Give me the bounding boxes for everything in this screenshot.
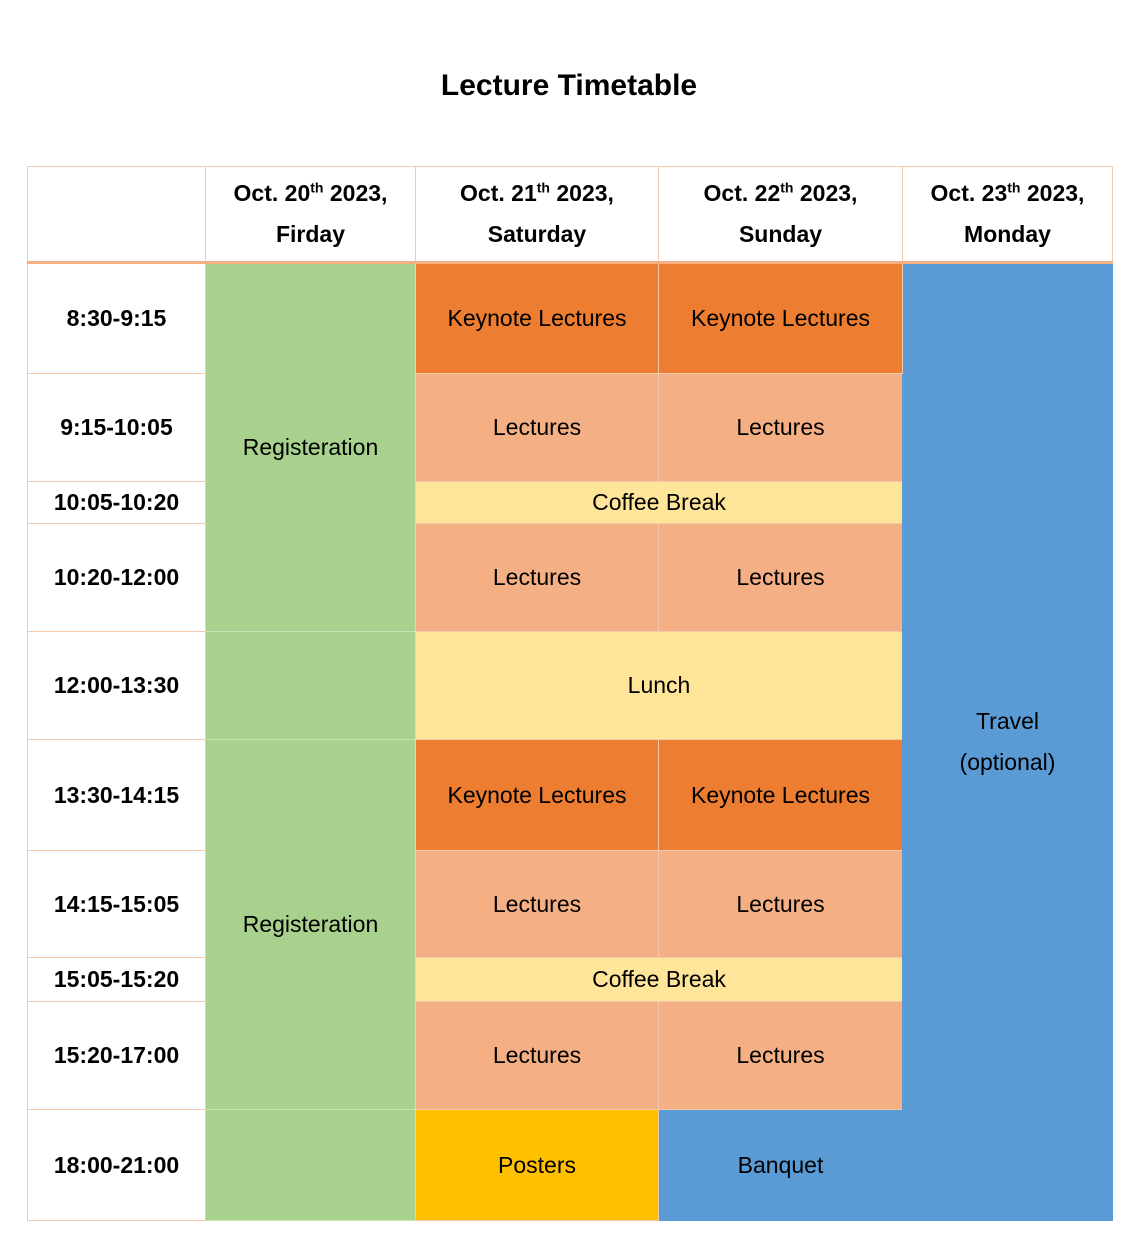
keynote-lectures-cell: Keynote Lectures: [415, 262, 659, 374]
day-weekday: Saturday: [487, 221, 587, 247]
day-year: 2023,: [549, 180, 614, 206]
header-row: Oct. 20th 2023, Firday Oct. 21th 2023, S…: [27, 166, 1113, 264]
day-weekday: Firday: [275, 221, 346, 247]
day-date: Oct. 21: [460, 180, 537, 206]
travel-note: (optional): [959, 749, 1056, 775]
day-weekday: Monday: [964, 221, 1051, 247]
day-header-monday: Oct. 23th 2023, Monday: [902, 166, 1113, 264]
keynote-lectures-cell: Keynote Lectures: [658, 262, 903, 374]
day-year: 2023,: [793, 180, 858, 206]
day-date-suffix: th: [780, 179, 794, 196]
registration-empty-cell: [205, 631, 416, 740]
lectures-cell: Lectures: [415, 1001, 659, 1110]
day-year: 2023,: [1020, 180, 1085, 206]
table-row: 8:30-9:15 Registeration Keynote Lectures…: [27, 262, 1113, 1221]
lectures-cell: Lectures: [658, 1001, 903, 1110]
keynote-lectures-cell: Keynote Lectures: [415, 739, 659, 851]
coffee-break-cell: Coffee Break: [415, 481, 903, 524]
day-date: Oct. 22: [703, 180, 781, 206]
lectures-cell: Lectures: [658, 850, 903, 958]
time-slot: 9:15-10:05: [27, 373, 206, 482]
travel-optional-cell: Travel (optional): [902, 262, 1113, 1221]
lunch-cell: Lunch: [415, 631, 903, 740]
day-date-suffix: th: [1007, 179, 1021, 196]
table-row: 15:20-17:00 Lectures Lectures: [27, 1001, 1113, 1110]
table-row: 10:05-10:20 Coffee Break: [27, 481, 1113, 524]
time-slot: 12:00-13:30: [27, 631, 206, 740]
table-row: 15:05-15:20 Coffee Break: [27, 957, 1113, 1002]
banquet-cell: Banquet: [658, 1109, 903, 1221]
time-slot: 10:20-12:00: [27, 523, 206, 632]
day-date: Oct. 23: [930, 180, 1008, 206]
registration-empty-cell: [205, 1109, 416, 1221]
day-date-suffix: th: [310, 179, 324, 196]
day-weekday: Sunday: [738, 221, 823, 247]
registration-afternoon: Registeration: [205, 739, 416, 1110]
page-title: Lecture Timetable: [440, 69, 698, 102]
lectures-cell: Lectures: [415, 850, 659, 958]
lectures-cell: Lectures: [658, 373, 903, 482]
time-slot: 15:05-15:20: [27, 957, 206, 1002]
time-slot: 15:20-17:00: [27, 1001, 206, 1110]
day-header-friday: Oct. 20th 2023, Firday: [205, 166, 416, 264]
time-slot: 14:15-15:05: [27, 850, 206, 958]
table-row: 9:15-10:05 Lectures Lectures: [27, 373, 1113, 482]
table-row: 12:00-13:30 Lunch: [27, 631, 1113, 740]
day-header-sunday: Oct. 22th 2023, Sunday: [658, 166, 903, 264]
day-header-saturday: Oct. 21th 2023, Saturday: [415, 166, 659, 264]
day-year: 2023,: [323, 180, 388, 206]
table-row: 13:30-14:15 Registeration Keynote Lectur…: [27, 739, 1113, 1110]
time-slot: 10:05-10:20: [27, 481, 206, 524]
keynote-lectures-cell: Keynote Lectures: [658, 739, 903, 851]
day-date: Oct. 20: [233, 180, 311, 206]
time-slot: 18:00-21:00: [27, 1109, 206, 1221]
posters-cell: Posters: [415, 1109, 659, 1221]
time-slot: 8:30-9:15: [27, 262, 206, 374]
table-row: 10:20-12:00 Lectures Lectures: [27, 523, 1113, 632]
registration-morning: Registeration: [205, 262, 416, 632]
lectures-cell: Lectures: [415, 373, 659, 482]
table-row: 14:15-15:05 Lectures Lectures: [27, 850, 1113, 958]
lectures-cell: Lectures: [415, 523, 659, 632]
day-date-suffix: th: [536, 179, 550, 196]
table-row: 18:00-21:00 Posters Banquet: [27, 1109, 1113, 1221]
lectures-cell: Lectures: [658, 523, 903, 632]
coffee-break-cell: Coffee Break: [415, 957, 903, 1002]
corner-cell: [27, 166, 206, 264]
travel-label: Travel: [975, 708, 1040, 734]
time-slot: 13:30-14:15: [27, 739, 206, 851]
timetable: Oct. 20th 2023, Firday Oct. 21th 2023, S…: [27, 166, 1113, 1221]
